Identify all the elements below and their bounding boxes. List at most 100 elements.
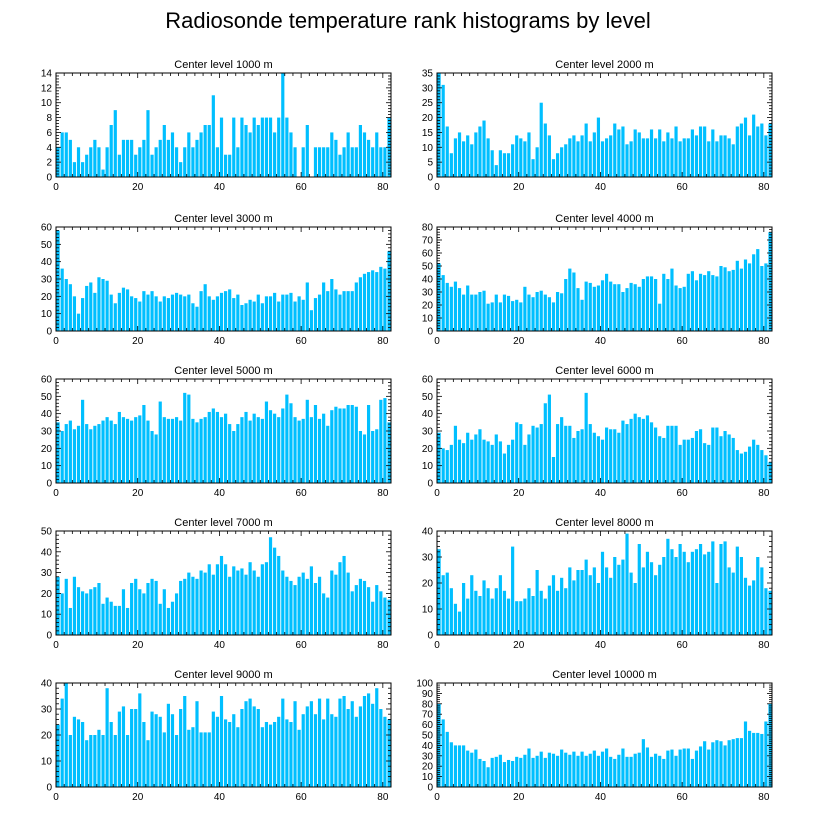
histogram-bar bbox=[760, 266, 764, 331]
histogram-bar bbox=[146, 583, 150, 635]
x-tick-label: 0 bbox=[53, 182, 59, 193]
y-tick-label: 60 bbox=[41, 375, 53, 386]
histogram-bar bbox=[506, 598, 511, 635]
x-tick-label: 80 bbox=[758, 336, 770, 347]
histogram-bar bbox=[56, 422, 60, 483]
y-tick-label: 20 bbox=[422, 113, 434, 124]
histogram-bar bbox=[125, 735, 130, 787]
panel-title: Center level 1000 m bbox=[174, 59, 272, 71]
histogram-bar bbox=[645, 415, 650, 483]
histogram-bar bbox=[613, 123, 617, 177]
histogram-bar bbox=[466, 285, 470, 331]
x-tick-label: 80 bbox=[758, 792, 770, 803]
y-tick-label: 0 bbox=[427, 631, 433, 642]
histogram-bar bbox=[179, 580, 183, 635]
histogram-bar bbox=[366, 405, 371, 483]
histogram-bar bbox=[568, 567, 572, 635]
histogram-bar bbox=[723, 745, 727, 787]
histogram-bar bbox=[362, 580, 367, 635]
histogram-bar bbox=[633, 413, 637, 483]
histogram-bar bbox=[166, 607, 170, 635]
histogram-bar bbox=[334, 574, 338, 635]
histogram-bar bbox=[519, 138, 523, 177]
histogram-bar bbox=[621, 292, 625, 331]
histogram-bar bbox=[317, 294, 322, 331]
histogram-bar bbox=[682, 286, 686, 331]
histogram-bar bbox=[711, 427, 715, 483]
y-tick-label: 0 bbox=[46, 631, 52, 642]
histogram-bar bbox=[592, 750, 596, 787]
histogram-bar bbox=[764, 263, 768, 331]
histogram-bar bbox=[649, 276, 654, 331]
histogram-bar bbox=[330, 570, 334, 635]
histogram-bar bbox=[281, 570, 285, 635]
histogram-bar bbox=[703, 443, 707, 483]
histogram-bar bbox=[383, 716, 387, 787]
histogram-bar bbox=[502, 453, 507, 483]
histogram-bar bbox=[191, 727, 195, 787]
histogram-bar bbox=[760, 450, 764, 483]
histogram-bar bbox=[379, 709, 383, 787]
histogram-bar bbox=[199, 732, 203, 787]
histogram-bar bbox=[568, 138, 572, 177]
histogram-bar bbox=[105, 280, 109, 331]
histogram-bar bbox=[747, 585, 752, 635]
histogram-bar bbox=[576, 288, 580, 331]
y-tick-label: 70 bbox=[422, 710, 434, 721]
histogram-bar bbox=[203, 125, 207, 177]
histogram-bar bbox=[453, 603, 458, 635]
histogram-bar bbox=[293, 701, 297, 787]
histogram-bar bbox=[121, 139, 126, 177]
histogram-bar bbox=[596, 285, 601, 331]
histogram-bar bbox=[383, 398, 387, 483]
histogram-bar bbox=[560, 293, 564, 331]
histogram-bar bbox=[224, 413, 228, 483]
histogram-bar bbox=[334, 716, 338, 787]
histogram-bar bbox=[694, 431, 699, 483]
histogram-bar bbox=[97, 583, 101, 635]
histogram-bar bbox=[134, 578, 138, 635]
histogram-bar bbox=[358, 431, 363, 483]
histogram-bar bbox=[752, 439, 756, 483]
histogram-bar bbox=[690, 551, 694, 635]
histogram-bar bbox=[694, 280, 699, 331]
histogram-bar bbox=[437, 549, 441, 635]
histogram-bar bbox=[662, 273, 666, 331]
histogram-bar bbox=[354, 716, 358, 787]
page-title: Radiosonde temperature rank histograms b… bbox=[165, 8, 651, 33]
histogram-bar bbox=[654, 427, 658, 483]
y-tick-label: 30 bbox=[41, 568, 53, 579]
histogram-bar bbox=[560, 577, 564, 635]
y-tick-label: 50 bbox=[41, 240, 53, 251]
histogram-bar bbox=[252, 301, 256, 331]
histogram-bar bbox=[105, 688, 109, 787]
histogram-bar bbox=[703, 275, 707, 331]
histogram-bar bbox=[301, 418, 305, 483]
histogram-bar bbox=[146, 294, 150, 331]
histogram-bar bbox=[138, 589, 142, 635]
histogram-bar bbox=[698, 544, 703, 635]
histogram-bar bbox=[576, 431, 580, 483]
histogram-bar bbox=[219, 117, 224, 177]
histogram-bar bbox=[511, 144, 515, 177]
histogram-bar bbox=[379, 147, 383, 177]
histogram-bar bbox=[686, 562, 690, 635]
histogram-bar bbox=[170, 601, 175, 635]
histogram-bar bbox=[645, 551, 650, 635]
y-tick-label: 10 bbox=[41, 610, 53, 621]
histogram-bar bbox=[723, 541, 727, 635]
histogram-bar bbox=[605, 138, 609, 177]
histogram-bar bbox=[457, 611, 462, 635]
histogram-bar bbox=[113, 110, 117, 177]
histogram-bar bbox=[342, 408, 346, 483]
histogram-bar bbox=[334, 289, 338, 331]
histogram-bar bbox=[490, 757, 494, 787]
histogram-bar bbox=[170, 714, 175, 787]
histogram-bar bbox=[134, 709, 138, 787]
y-tick-label: 40 bbox=[41, 409, 53, 420]
histogram-bar bbox=[297, 420, 301, 483]
y-tick-label: 10 bbox=[422, 314, 434, 325]
histogram-bar bbox=[572, 135, 576, 177]
histogram-bar bbox=[572, 751, 576, 787]
histogram-bar bbox=[441, 719, 445, 787]
